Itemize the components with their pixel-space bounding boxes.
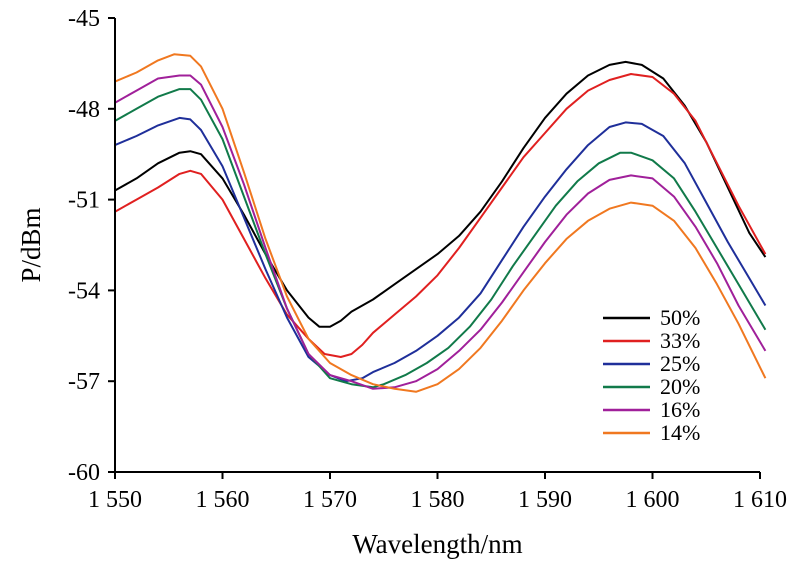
x-ticks: 1 550 1 560 1 570 1 580 1 590 1 600 1 610 (88, 472, 787, 513)
series-line (114, 73, 767, 358)
legend-item: 25% (603, 351, 700, 376)
legend-label: 20% (660, 374, 700, 399)
legend-label: 33% (660, 328, 700, 353)
x-tick-label: 1 610 (733, 487, 787, 513)
x-tick-label: 1 560 (196, 487, 250, 513)
legend-label: 14% (660, 420, 700, 445)
legend-label: 50% (660, 305, 700, 330)
x-tick-label: 1 600 (626, 487, 680, 513)
y-tick-label: -54 (68, 278, 100, 304)
y-tick-label: -51 (68, 188, 100, 214)
x-tick-label: 1 570 (303, 487, 357, 513)
y-axis-title: P/dBm (16, 207, 46, 282)
y-tick-label: -45 (68, 6, 100, 32)
y-ticks: -45 -48 -51 -54 -57 -60 (68, 6, 115, 486)
series-lines (114, 53, 767, 393)
x-tick-label: 1 590 (518, 487, 572, 513)
series-line (114, 60, 767, 328)
x-tick-label: 1 550 (88, 487, 142, 513)
y-tick-label: -57 (68, 369, 100, 395)
legend-label: 25% (660, 351, 700, 376)
series-line (114, 53, 767, 393)
legend-item: 50% (603, 305, 700, 330)
legend-label: 16% (660, 397, 700, 422)
legend-item: 16% (603, 397, 700, 422)
x-axis-title: Wavelength/nm (352, 529, 522, 559)
y-tick-label: -60 (68, 460, 100, 486)
legend-item: 20% (603, 374, 700, 399)
series-line (114, 74, 767, 390)
y-tick-label: -48 (68, 97, 100, 123)
series-line (114, 116, 767, 383)
series-line (114, 88, 767, 389)
legend-item: 14% (603, 420, 700, 445)
x-tick-label: 1 580 (411, 487, 465, 513)
legend-item: 33% (603, 328, 700, 353)
legend: 50%33%25%20%16%14% (603, 305, 700, 445)
